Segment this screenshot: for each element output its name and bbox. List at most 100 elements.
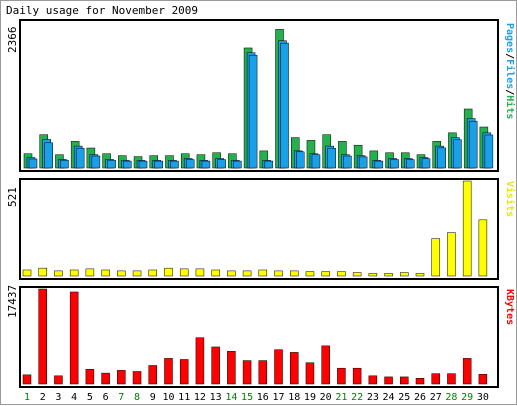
pages-bar [374, 160, 384, 169]
kbytes-bar [195, 337, 205, 385]
visits-bar [227, 270, 236, 277]
kbytes-bar [38, 288, 47, 385]
kbytes-bar [148, 365, 158, 385]
x-tick-label: 12 [194, 392, 206, 403]
pages-bar [28, 158, 38, 169]
x-tick-label: 3 [55, 392, 61, 403]
visits-panel [19, 178, 499, 280]
pages-bar [201, 160, 211, 169]
kbytes-bar [447, 373, 456, 385]
kbytes-bar [227, 351, 236, 385]
x-tick-label: 15 [241, 392, 253, 403]
visits-bar [211, 269, 220, 277]
visits-bar [242, 270, 252, 277]
x-tick-label: 11 [178, 392, 190, 403]
kbytes-bar [352, 367, 362, 385]
visits-bar [179, 268, 189, 277]
pages-bar [233, 160, 242, 169]
x-tick-label: 24 [383, 392, 395, 403]
kbytes-bar [368, 375, 378, 385]
x-tick-label: 22 [351, 392, 363, 403]
visits-bar [117, 270, 126, 277]
kbytes-bar [478, 374, 488, 385]
visits-bar [447, 232, 456, 277]
pages-bar [421, 158, 431, 169]
visits-bar [305, 271, 315, 277]
visits-bar [415, 273, 425, 277]
chart-title: Daily usage for November 2009 [6, 4, 199, 17]
kbytes-bar [85, 369, 95, 385]
visits-bar [400, 272, 409, 277]
visits-bar [54, 270, 63, 277]
pages-bar [280, 42, 289, 169]
kbytes-bar [305, 362, 315, 385]
kbytes-bar [22, 374, 32, 385]
pages-bar [453, 139, 462, 169]
kbytes-bar [179, 359, 189, 385]
visits-bar [368, 273, 378, 277]
visits-bar [337, 271, 346, 277]
x-tick-label: 6 [103, 392, 109, 403]
pages-bar [170, 160, 179, 169]
kbytes-bar [431, 373, 440, 385]
pages-bar [343, 155, 352, 169]
kbytes-bar [400, 376, 409, 385]
kbytes-bar [289, 352, 299, 385]
x-tick-label: 25 [398, 392, 410, 403]
x-tick-label: 5 [87, 392, 93, 403]
pages-bar [248, 54, 258, 169]
kbytes-bar [415, 378, 425, 385]
visits-bar [69, 269, 79, 277]
pages-bar [107, 159, 116, 169]
visits-bar [352, 272, 362, 277]
visits-bar [462, 180, 472, 277]
x-tick-label: 30 [477, 392, 489, 403]
visits-bar [85, 268, 95, 277]
pages-bar [390, 159, 399, 169]
x-tick-label: 21 [335, 392, 347, 403]
pages-bar [264, 160, 274, 169]
kbytes-bar [69, 291, 79, 385]
visits-bar [289, 270, 299, 277]
visits-bar [164, 267, 173, 277]
pages-bar [60, 159, 69, 169]
pages-bar [185, 159, 195, 169]
pages-bar [91, 155, 101, 169]
pages-bar [295, 151, 305, 169]
visits-bar [274, 270, 283, 277]
x-tick-label: 29 [461, 392, 473, 403]
kbytes-bar [242, 360, 252, 385]
pages-bar [437, 147, 446, 169]
x-tick-label: 7 [118, 392, 124, 403]
visits-bar [431, 238, 440, 277]
visits-bar [478, 219, 488, 277]
x-tick-label: 9 [150, 392, 156, 403]
visits-bar [148, 269, 158, 277]
x-tick-label: 23 [367, 392, 379, 403]
pages-bar [484, 134, 494, 169]
pages-bar [468, 120, 478, 169]
kbytes-bar [117, 370, 126, 385]
pages-bar [311, 154, 321, 169]
pages-bar [138, 160, 148, 169]
x-tick-label: 18 [288, 392, 300, 403]
pages-bar [44, 142, 53, 169]
x-tick-label: 2 [40, 392, 46, 403]
visits-bar [258, 269, 268, 277]
pages-bar [358, 156, 368, 169]
kbytes-bar [54, 375, 63, 385]
kbytes-bar [101, 372, 110, 385]
x-tick-label: 17 [272, 392, 284, 403]
x-tick-label: 20 [320, 392, 332, 403]
kbytes-bar [462, 358, 472, 385]
pages-bar [75, 147, 85, 169]
x-tick-label: 1 [24, 392, 30, 403]
x-tick-label: 4 [71, 392, 77, 403]
visits-bar [22, 269, 32, 277]
pages-bar [217, 159, 226, 169]
x-tick-label: 8 [134, 392, 140, 403]
kbytes-bar [274, 349, 283, 385]
hits-files-pages-panel [19, 19, 499, 172]
